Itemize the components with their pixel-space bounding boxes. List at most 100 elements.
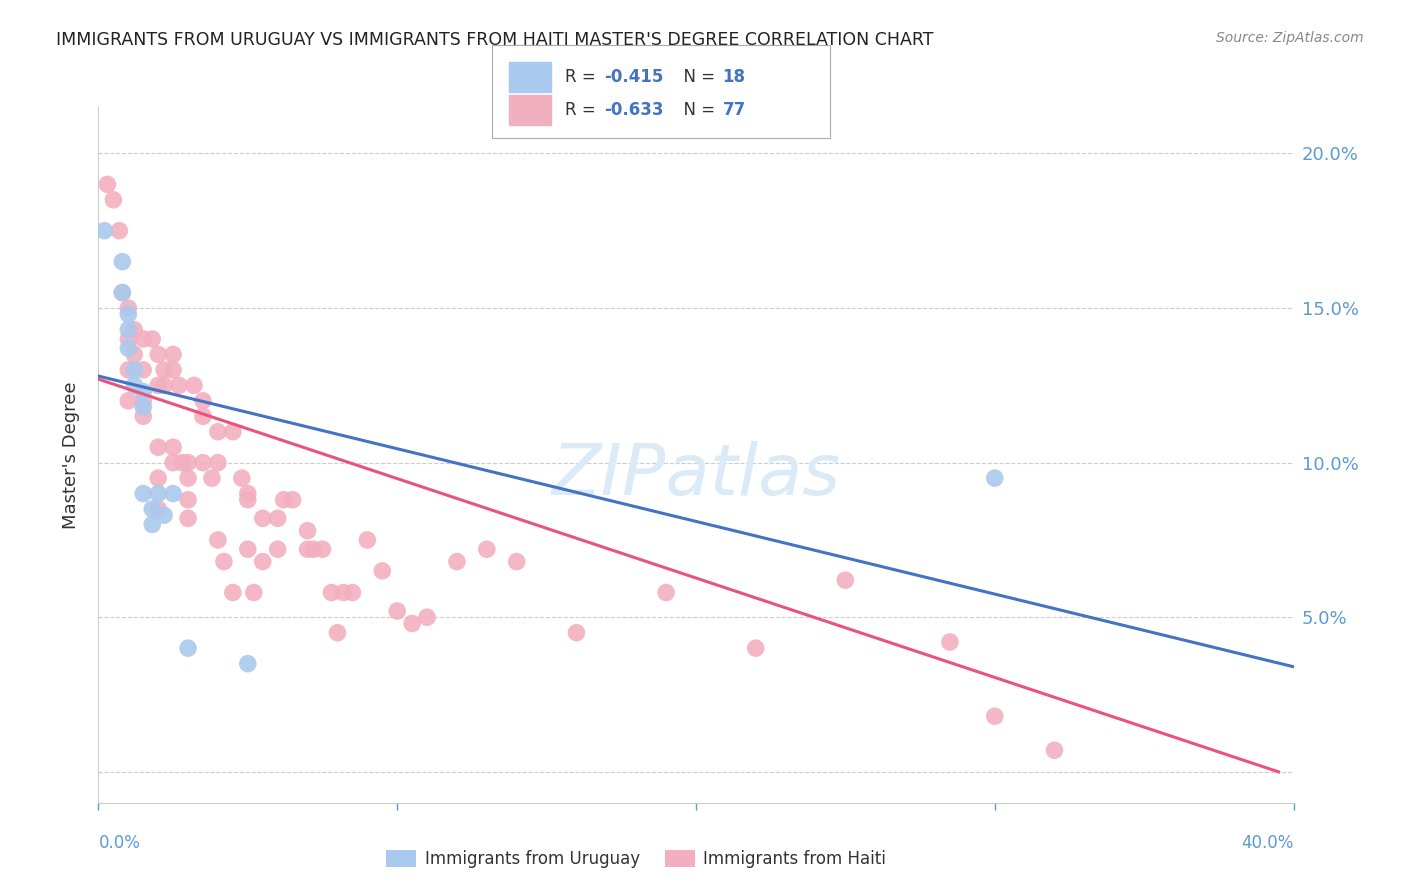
Point [124,378,146,392]
Point [177,471,200,485]
Point [117,341,139,355]
Point [167,378,190,392]
Point [236,542,259,557]
Point [153,378,176,392]
Point [939,635,962,649]
Point [834,573,856,587]
Point [162,456,184,470]
Point [148,486,170,500]
Point [207,425,229,439]
Text: 77: 77 [723,101,747,120]
Point [236,492,259,507]
Point [117,363,139,377]
Point [124,363,146,377]
Point [162,347,184,361]
Point [401,616,423,631]
Point [207,456,229,470]
Point [117,307,139,321]
Point [302,542,325,557]
Point [103,193,125,207]
Point [273,492,295,507]
Point [153,363,176,377]
Point [236,486,259,500]
Point [124,347,146,361]
Point [281,492,304,507]
Point [148,502,170,516]
Point [148,440,170,454]
Point [117,393,139,408]
Point [153,508,176,523]
Point [132,393,155,408]
Point [132,384,155,399]
Point [148,471,170,485]
Point [162,363,184,377]
Point [177,456,200,470]
Text: 18: 18 [723,68,745,87]
Point [132,332,155,346]
Point [132,363,155,377]
Point [984,471,1007,485]
Point [183,378,205,392]
Point [191,393,214,408]
Point [162,486,184,500]
Point [117,301,139,315]
Point [141,517,163,532]
Point [141,502,163,516]
Point [148,378,170,392]
Point [132,400,155,414]
Point [506,555,529,569]
Point [111,285,134,300]
Point [132,486,155,500]
Point [141,332,163,346]
Point [212,555,235,569]
Text: Source: ZipAtlas.com: Source: ZipAtlas.com [1216,31,1364,45]
Point [745,641,768,656]
Text: N =: N = [673,68,721,87]
Text: -0.415: -0.415 [605,68,664,87]
Point [321,585,343,599]
Point [252,555,274,569]
Point [111,254,134,268]
Point [243,585,266,599]
Point [385,604,409,618]
Point [326,625,349,640]
Point [191,456,214,470]
Point [132,409,155,424]
Point [191,409,214,424]
Point [252,511,274,525]
Point [371,564,394,578]
Point [117,332,139,346]
Text: 0.0%: 0.0% [98,834,141,852]
Point [311,542,333,557]
Point [96,178,118,192]
Point [1043,743,1066,757]
Text: 40.0%: 40.0% [1241,834,1294,852]
Point [93,224,115,238]
Text: ZIPatlas: ZIPatlas [551,442,841,510]
Point [655,585,678,599]
Point [162,440,184,454]
Point [201,471,224,485]
Point [117,323,139,337]
Point [231,471,253,485]
Point [177,492,200,507]
Y-axis label: Master's Degree: Master's Degree [62,381,80,529]
Point [565,625,588,640]
Point [222,425,245,439]
Point [177,511,200,525]
Point [267,542,290,557]
Text: N =: N = [673,101,721,120]
Text: -0.633: -0.633 [605,101,664,120]
Point [356,533,378,547]
Legend: Immigrants from Uruguay, Immigrants from Haiti: Immigrants from Uruguay, Immigrants from… [380,843,893,874]
Point [207,533,229,547]
Point [177,641,200,656]
Point [984,709,1007,723]
Point [297,524,319,538]
Point [222,585,245,599]
Point [297,542,319,557]
Point [332,585,354,599]
Point [148,347,170,361]
Text: IMMIGRANTS FROM URUGUAY VS IMMIGRANTS FROM HAITI MASTER'S DEGREE CORRELATION CHA: IMMIGRANTS FROM URUGUAY VS IMMIGRANTS FR… [56,31,934,49]
Point [108,224,131,238]
